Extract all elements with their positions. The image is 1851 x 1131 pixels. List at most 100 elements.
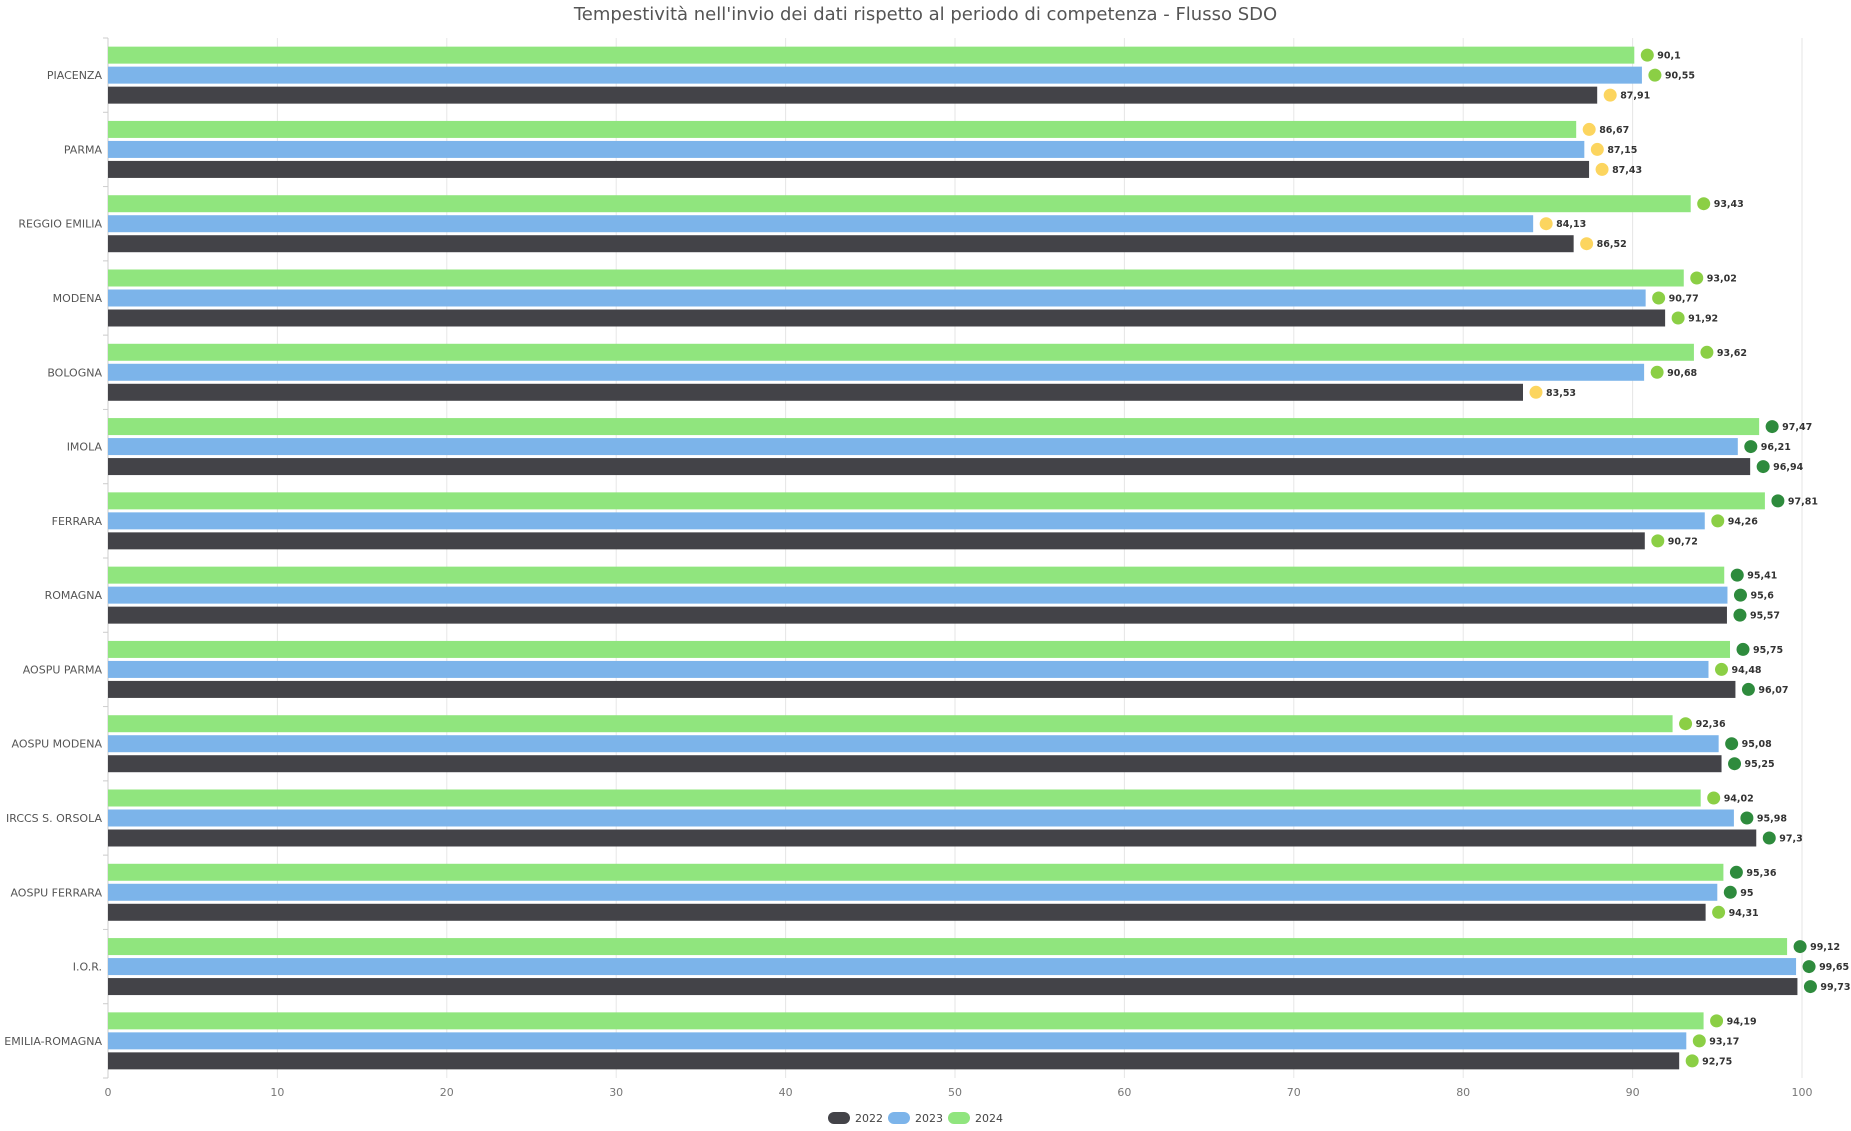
status-marker — [1744, 440, 1758, 454]
data-label: 90,77 — [1669, 294, 1699, 305]
data-label: 95,6 — [1750, 591, 1774, 602]
data-label: 93,62 — [1717, 348, 1747, 359]
category-label: ROMAGNA — [45, 589, 103, 602]
x-tick-label: 10 — [270, 1086, 284, 1099]
status-marker — [1652, 291, 1666, 305]
data-label: 83,53 — [1546, 388, 1576, 399]
status-marker — [1651, 534, 1665, 548]
bar-2023 — [108, 140, 1585, 158]
data-label: 94,02 — [1724, 794, 1754, 805]
bar-2023 — [108, 735, 1719, 753]
status-marker — [1756, 460, 1770, 474]
bar-2022 — [108, 829, 1757, 847]
data-label: 95,41 — [1747, 571, 1777, 582]
status-marker — [1793, 940, 1807, 954]
x-tick-label: 30 — [609, 1086, 623, 1099]
bar-2024 — [108, 715, 1673, 733]
category-label: IMOLA — [67, 441, 103, 454]
bar-2022 — [108, 903, 1706, 921]
status-marker — [1714, 662, 1728, 676]
data-label: 93,17 — [1709, 1036, 1739, 1047]
category-label: I.O.R. — [73, 961, 102, 974]
category-label: EMILIA-ROMAGNA — [4, 1035, 102, 1048]
bar-2023 — [108, 883, 1718, 901]
x-tick-label: 100 — [1792, 1086, 1813, 1099]
data-label: 87,15 — [1607, 145, 1637, 156]
data-label: 91,92 — [1688, 314, 1718, 325]
status-marker — [1679, 717, 1693, 731]
bar-2022 — [108, 680, 1736, 698]
status-marker — [1765, 420, 1779, 434]
data-label: 99,73 — [1820, 982, 1850, 993]
data-label: 86,52 — [1597, 239, 1627, 250]
legend-label: 2024 — [975, 1112, 1003, 1125]
data-label: 96,21 — [1761, 442, 1791, 453]
legend-label: 2022 — [855, 1112, 883, 1125]
data-label: 92,75 — [1702, 1056, 1732, 1067]
status-marker — [1582, 122, 1596, 136]
data-label: 87,91 — [1620, 91, 1650, 102]
bar-2023 — [108, 289, 1646, 307]
status-marker — [1729, 865, 1743, 879]
bar-2024 — [108, 195, 1691, 213]
data-label: 93,43 — [1714, 199, 1744, 210]
status-marker — [1671, 311, 1685, 325]
status-marker — [1711, 514, 1725, 528]
status-marker — [1710, 1014, 1724, 1028]
bar-2024 — [108, 1012, 1704, 1030]
category-label: AOSPU FERRARA — [10, 886, 102, 899]
status-marker — [1580, 237, 1594, 251]
status-marker — [1707, 791, 1721, 805]
bar-2022 — [108, 235, 1574, 253]
legend-label: 2023 — [915, 1112, 943, 1125]
bar-2022 — [108, 383, 1523, 401]
status-marker — [1723, 885, 1737, 899]
data-label: 87,43 — [1612, 165, 1642, 176]
bar-2023 — [108, 438, 1738, 456]
status-marker — [1740, 811, 1754, 825]
category-label: FERRARA — [52, 515, 103, 528]
data-label: 97,81 — [1788, 496, 1818, 507]
data-label: 86,67 — [1599, 125, 1629, 136]
bar-2024 — [108, 863, 1724, 881]
data-label: 95,08 — [1742, 739, 1772, 750]
data-label: 92,36 — [1696, 719, 1726, 730]
status-marker — [1771, 494, 1785, 508]
bar-2023 — [108, 512, 1705, 530]
bar-2024 — [108, 46, 1635, 64]
bar-2024 — [108, 120, 1577, 138]
x-tick-label: 60 — [1117, 1086, 1131, 1099]
bar-2022 — [108, 606, 1727, 624]
status-marker — [1725, 737, 1739, 751]
bar-2023 — [108, 66, 1642, 84]
bar-2024 — [108, 566, 1725, 584]
data-label: 95,57 — [1750, 611, 1780, 622]
bar-2023 — [108, 215, 1534, 233]
data-label: 94,26 — [1728, 516, 1758, 527]
legend-swatch-2022 — [828, 1112, 850, 1124]
status-marker — [1539, 217, 1553, 231]
bar-2023 — [108, 809, 1734, 827]
data-label: 94,19 — [1727, 1016, 1757, 1027]
data-label: 90,72 — [1668, 536, 1698, 547]
status-marker — [1741, 682, 1755, 696]
category-label: MODENA — [53, 292, 103, 305]
bar-2023 — [108, 958, 1797, 976]
bar-2022 — [108, 160, 1590, 178]
status-marker — [1733, 588, 1747, 602]
legend-swatch-2023 — [888, 1112, 910, 1124]
status-marker — [1648, 68, 1662, 82]
status-marker — [1762, 831, 1776, 845]
bar-2022 — [108, 309, 1666, 327]
category-label: BOLOGNA — [47, 366, 102, 379]
data-label: 97,47 — [1782, 422, 1812, 433]
x-tick-label: 90 — [1626, 1086, 1640, 1099]
data-label: 96,94 — [1773, 462, 1803, 473]
data-label: 90,1 — [1657, 51, 1680, 62]
bar-2024 — [108, 640, 1731, 658]
data-label: 95,36 — [1746, 868, 1776, 879]
x-tick-label: 70 — [1287, 1086, 1301, 1099]
status-marker — [1700, 345, 1714, 359]
